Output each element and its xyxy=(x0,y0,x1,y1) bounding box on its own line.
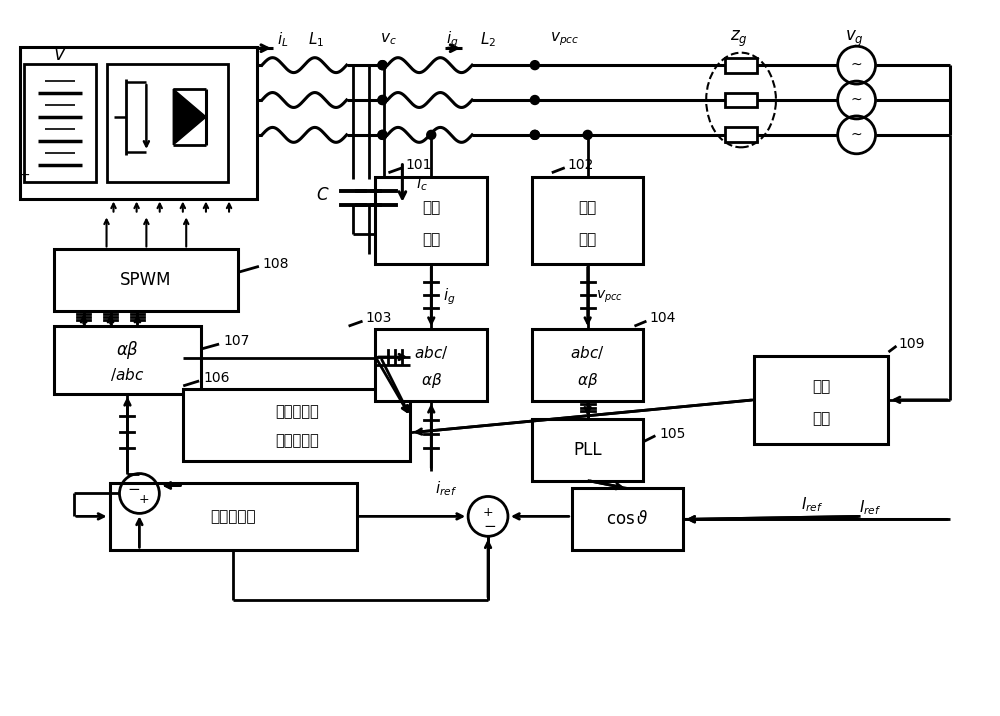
Text: 电压: 电压 xyxy=(579,200,597,215)
Text: 电流: 电流 xyxy=(422,200,440,215)
Text: $/abc$: $/abc$ xyxy=(110,367,145,383)
Text: $v_{pcc}$: $v_{pcc}$ xyxy=(596,289,623,305)
Text: $z_g$: $z_g$ xyxy=(730,29,748,49)
Text: $\alpha\beta$: $\alpha\beta$ xyxy=(577,372,598,390)
Text: $+$: $+$ xyxy=(138,493,149,506)
Text: $v_c$: $v_c$ xyxy=(380,32,397,47)
Bar xyxy=(110,483,357,551)
Text: 107: 107 xyxy=(223,334,249,348)
Text: 电流控制器: 电流控制器 xyxy=(210,509,256,524)
Text: $abc/$: $abc/$ xyxy=(414,344,449,361)
Circle shape xyxy=(378,61,387,69)
Circle shape xyxy=(427,130,436,140)
Text: $v_g$: $v_g$ xyxy=(845,29,864,49)
Bar xyxy=(725,127,757,142)
Text: 102: 102 xyxy=(568,158,594,172)
Bar xyxy=(375,329,487,401)
Text: ~: ~ xyxy=(851,58,862,72)
Text: $V$: $V$ xyxy=(53,46,67,64)
Circle shape xyxy=(378,95,387,105)
Bar xyxy=(20,47,257,198)
Polygon shape xyxy=(173,89,206,145)
Text: 检测: 检测 xyxy=(812,412,830,427)
Circle shape xyxy=(378,130,387,140)
Text: 阻抗: 阻抗 xyxy=(812,379,830,395)
Text: $+$: $+$ xyxy=(482,506,494,519)
Text: $i_c$: $i_c$ xyxy=(416,174,428,193)
Text: 采样: 采样 xyxy=(579,232,597,247)
Text: 馈有源阻尼: 馈有源阻尼 xyxy=(275,433,319,448)
Circle shape xyxy=(378,95,387,105)
Text: $i_g$: $i_g$ xyxy=(446,29,458,49)
Text: $L_1$: $L_1$ xyxy=(308,30,324,49)
Circle shape xyxy=(530,130,539,140)
Bar xyxy=(183,389,410,460)
Text: 并网电流反: 并网电流反 xyxy=(275,405,319,420)
Bar xyxy=(532,419,643,480)
Text: 101: 101 xyxy=(405,158,432,172)
Text: $abc/$: $abc/$ xyxy=(570,344,605,361)
Text: $v_{pcc}$: $v_{pcc}$ xyxy=(550,31,579,48)
Bar xyxy=(532,177,643,264)
Text: 104: 104 xyxy=(649,311,676,325)
Text: $i_g$: $i_g$ xyxy=(443,286,455,307)
Bar xyxy=(725,58,757,72)
Bar xyxy=(54,249,238,311)
Circle shape xyxy=(378,61,387,69)
Text: ~: ~ xyxy=(851,93,862,107)
Text: $\alpha\beta$: $\alpha\beta$ xyxy=(116,339,139,361)
Circle shape xyxy=(530,95,539,105)
Circle shape xyxy=(583,130,592,140)
Circle shape xyxy=(378,130,387,140)
Text: 103: 103 xyxy=(366,311,392,325)
Bar xyxy=(375,177,487,264)
Text: SPWM: SPWM xyxy=(120,271,172,289)
Text: $C$: $C$ xyxy=(316,185,329,203)
Text: $\cos\vartheta$: $\cos\vartheta$ xyxy=(606,511,649,528)
Bar xyxy=(754,356,888,444)
Bar xyxy=(572,488,683,551)
Text: $I_{ref}$: $I_{ref}$ xyxy=(859,498,882,517)
Text: $-$: $-$ xyxy=(127,480,140,495)
Text: 108: 108 xyxy=(263,257,289,271)
Bar xyxy=(24,64,96,182)
Text: $i_L$: $i_L$ xyxy=(277,30,289,49)
Text: $I_{ref}$: $I_{ref}$ xyxy=(801,495,823,514)
Text: 106: 106 xyxy=(203,371,230,385)
Bar xyxy=(532,329,643,401)
Text: 采样: 采样 xyxy=(422,232,440,247)
Bar xyxy=(107,64,228,182)
Bar xyxy=(54,326,201,394)
Bar xyxy=(725,92,757,107)
Text: $L_2$: $L_2$ xyxy=(480,30,496,49)
Circle shape xyxy=(530,61,539,69)
Text: $-$: $-$ xyxy=(483,517,497,532)
Text: ~: ~ xyxy=(851,128,862,142)
Text: 109: 109 xyxy=(898,337,925,351)
Text: $+$: $+$ xyxy=(18,168,30,182)
Text: 105: 105 xyxy=(659,427,686,441)
Text: PLL: PLL xyxy=(573,440,602,459)
Text: $i_{ref}$: $i_{ref}$ xyxy=(435,479,457,498)
Circle shape xyxy=(530,130,539,140)
Text: $\alpha\beta$: $\alpha\beta$ xyxy=(421,372,442,390)
